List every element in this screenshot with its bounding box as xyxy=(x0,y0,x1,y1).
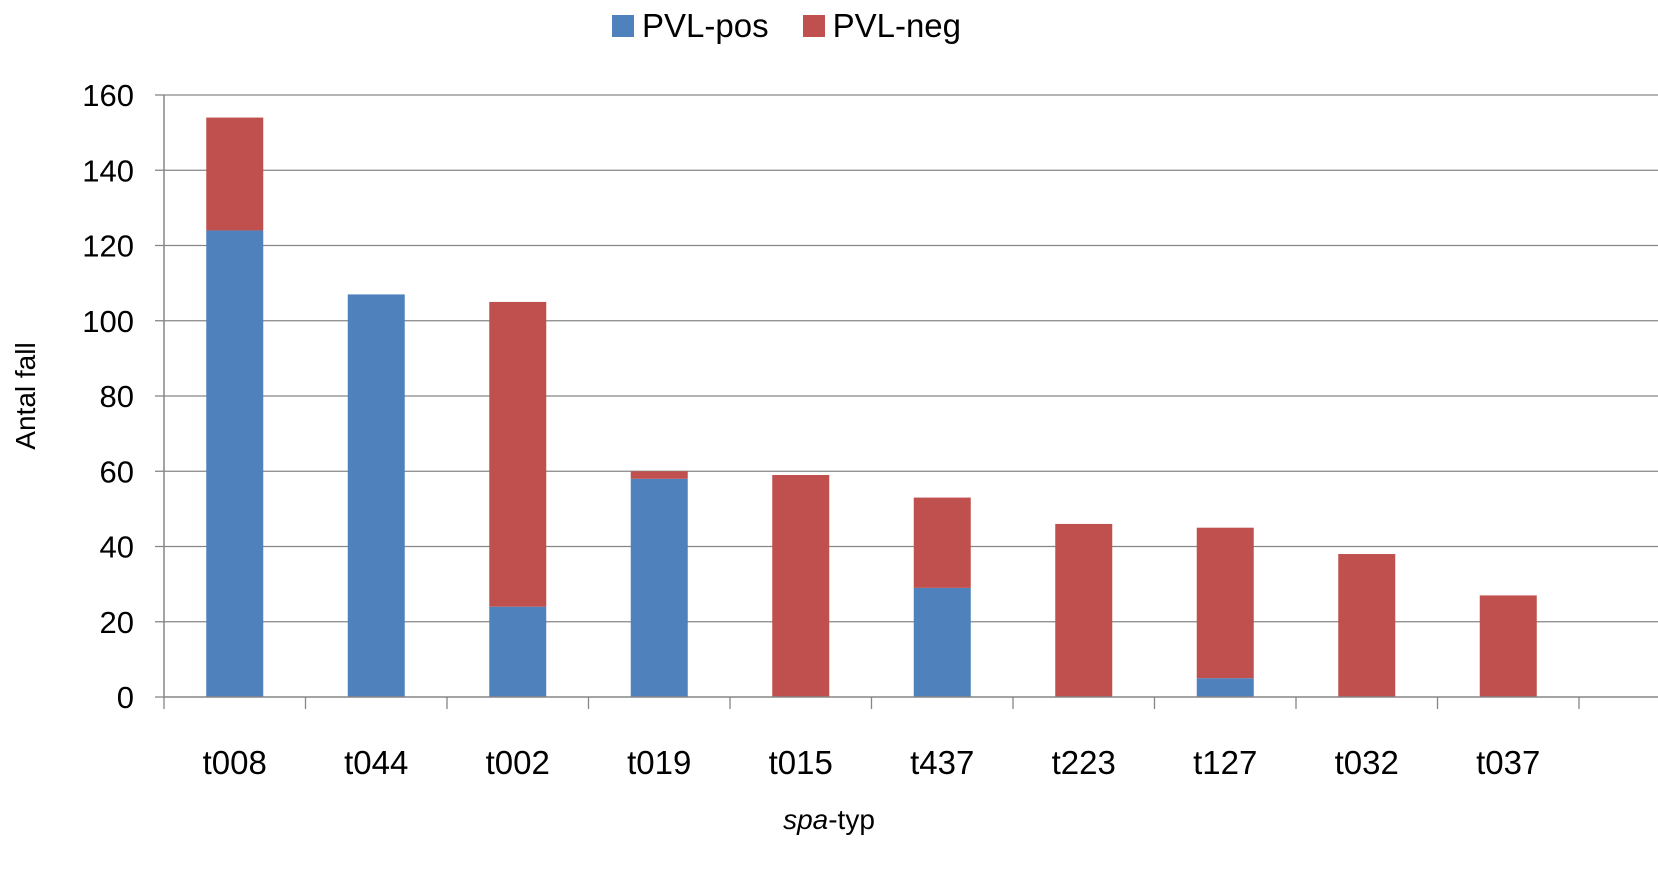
legend-item-pvl-pos: PVL-pos xyxy=(612,7,769,45)
x-tick-label-t019: t019 xyxy=(627,744,691,781)
bar-t044-pvl-pos xyxy=(347,294,405,697)
bar-t127-pvl-pos xyxy=(1196,678,1254,697)
bar-t437-pvl-neg xyxy=(913,497,971,588)
legend-item-pvl-neg: PVL-neg xyxy=(802,7,962,45)
bar-t008-pvl-pos xyxy=(206,230,264,697)
y-tick-label-40: 40 xyxy=(100,530,134,565)
x-tick-label-t037: t037 xyxy=(1476,744,1540,781)
x-axis-title-italic: spa xyxy=(783,804,829,835)
bar-t019-pvl-pos xyxy=(630,478,688,697)
y-tick-label-20: 20 xyxy=(100,605,134,640)
x-tick-label-t223: t223 xyxy=(1052,744,1116,781)
bar-t019-pvl-neg xyxy=(630,471,688,479)
bar-t437-pvl-pos xyxy=(913,587,971,697)
legend-label-pvl-neg: PVL-neg xyxy=(832,7,962,44)
y-tick-label-80: 80 xyxy=(100,379,134,414)
x-tick-label-t015: t015 xyxy=(769,744,833,781)
x-axis-title: spa-typ xyxy=(0,804,1658,836)
x-tick-label-t437: t437 xyxy=(910,744,974,781)
bar-t127-pvl-neg xyxy=(1196,527,1254,679)
y-tick-label-60: 60 xyxy=(100,454,134,489)
y-axis-title: Antal fall xyxy=(10,342,41,450)
bar-t037-pvl-neg xyxy=(1479,595,1537,697)
legend-label-pvl-pos: PVL-pos xyxy=(642,7,769,44)
legend-swatch-pvl-neg xyxy=(802,15,825,37)
y-tick-label-140: 140 xyxy=(82,153,134,188)
bar-t223-pvl-neg xyxy=(1055,523,1113,697)
bar-t008-pvl-neg xyxy=(206,117,264,231)
x-tick-label-t044: t044 xyxy=(344,744,408,781)
bar-t002-pvl-pos xyxy=(489,606,547,697)
x-axis-title-rest: -typ xyxy=(828,804,875,835)
x-tick-label-t032: t032 xyxy=(1335,744,1399,781)
y-tick-label-120: 120 xyxy=(82,229,134,264)
x-tick-label-t127: t127 xyxy=(1193,744,1257,781)
legend-swatch-pvl-pos xyxy=(612,15,634,37)
x-tick-label-t002: t002 xyxy=(486,744,550,781)
y-tick-label-0: 0 xyxy=(117,680,134,715)
y-tick-label-160: 160 xyxy=(82,78,134,113)
x-tick-label-t008: t008 xyxy=(203,744,267,781)
y-tick-label-100: 100 xyxy=(82,304,134,339)
bar-t002-pvl-neg xyxy=(489,301,547,607)
bar-t015-pvl-neg xyxy=(772,475,830,697)
chart-legend: PVL-pos PVL-neg xyxy=(612,4,961,48)
bar-t032-pvl-neg xyxy=(1338,554,1396,697)
